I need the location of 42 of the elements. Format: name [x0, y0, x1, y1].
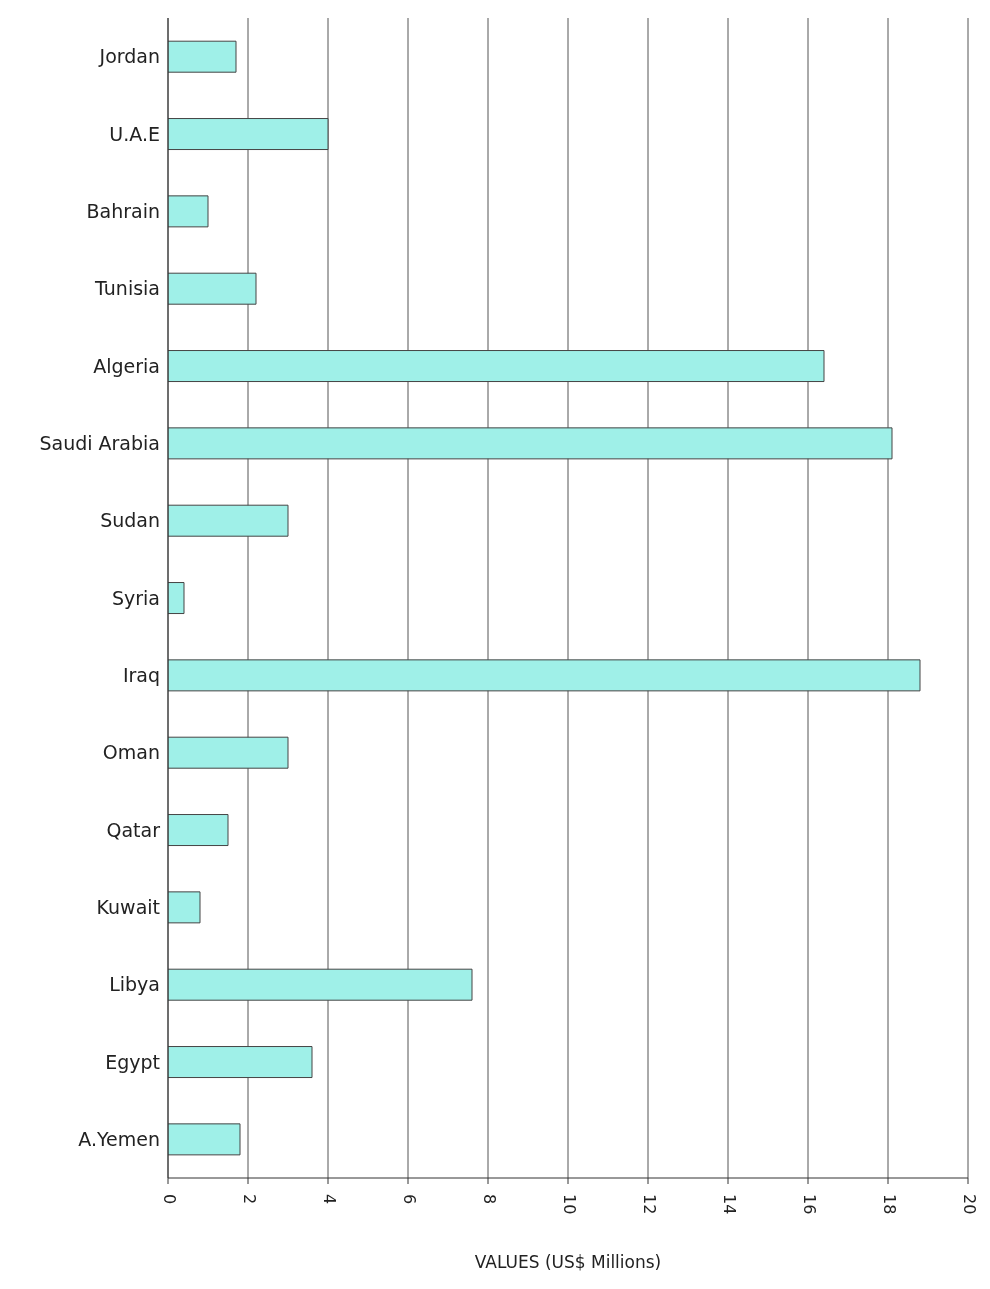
bar [168, 1046, 313, 1079]
y-tick-label: Iraq [122, 664, 160, 687]
y-tick-label: Oman [102, 741, 160, 764]
y-tick-label: Syria [111, 586, 160, 609]
y-tick-label: Egypt [105, 1050, 160, 1073]
bar [168, 659, 921, 692]
bar [168, 968, 473, 1001]
bar [168, 195, 209, 228]
y-tick-label: A.Yemen [78, 1128, 160, 1151]
x-tick-label: 12 [639, 1194, 659, 1215]
y-tick-label: Tunisia [94, 277, 160, 300]
x-axis-title: VALUES (US$ Millions) [474, 1252, 662, 1272]
y-tick-label: Qatar [106, 818, 161, 841]
bar [168, 504, 289, 537]
bar [168, 350, 825, 383]
x-tick-label: 4 [319, 1194, 339, 1205]
x-tick-label: 2 [239, 1194, 259, 1205]
x-tick-label: 8 [479, 1194, 499, 1205]
y-tick-label: Jordan [98, 45, 160, 68]
y-tick-label: U.A.E [109, 122, 160, 145]
bar [168, 118, 329, 151]
y-tick-label: Saudi Arabia [39, 432, 160, 455]
x-tick-label: 6 [399, 1194, 419, 1205]
y-tick-label: Sudan [100, 509, 160, 532]
x-tick-label: 14 [719, 1194, 739, 1215]
y-tick-label: Bahrain [86, 200, 160, 223]
y-tick-label: Kuwait [96, 896, 160, 919]
bar [168, 582, 185, 615]
x-tick-label: 18 [879, 1194, 899, 1215]
bar [168, 1123, 241, 1156]
bar [168, 736, 289, 769]
y-tick-label: Algeria [93, 354, 160, 377]
bar [168, 272, 257, 305]
bar [168, 427, 893, 460]
x-tick-label: 0 [159, 1194, 179, 1205]
y-tick-label: Libya [109, 973, 160, 996]
bar [168, 814, 229, 847]
x-tick-label: 10 [559, 1194, 579, 1215]
bar [168, 891, 201, 924]
x-tick-label: 20 [959, 1194, 979, 1215]
bar [168, 40, 237, 73]
x-tick-label: 16 [799, 1194, 819, 1215]
